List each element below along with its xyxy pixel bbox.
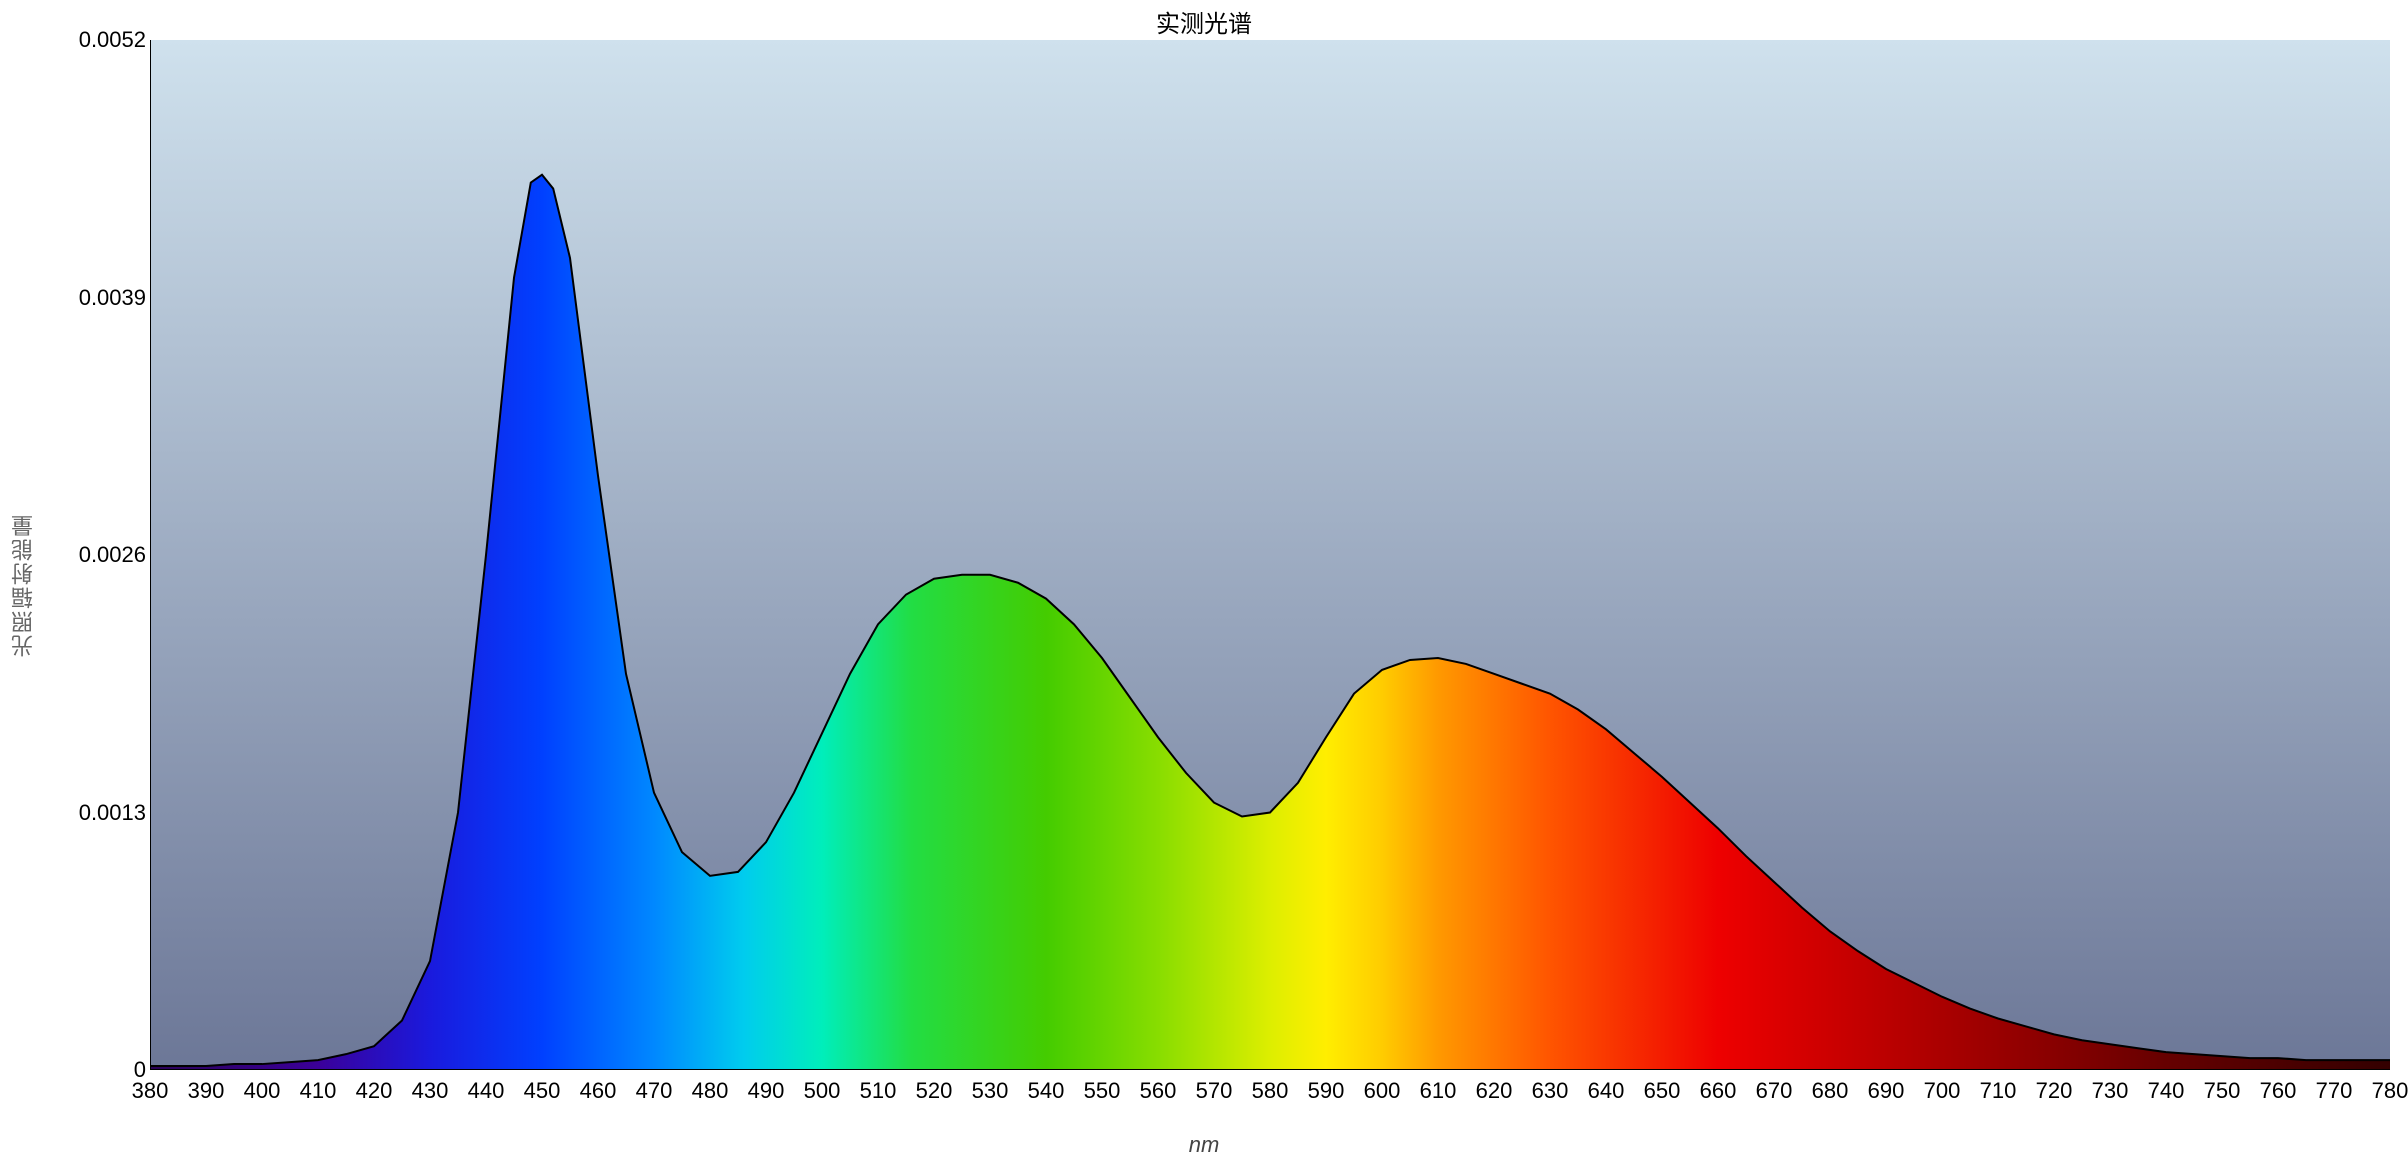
x-tick-label: 630: [1532, 1078, 1569, 1104]
plot-svg: [150, 40, 2390, 1070]
x-tick-label: 770: [2316, 1078, 2353, 1104]
x-tick-label: 580: [1252, 1078, 1289, 1104]
spectrum-chart: 实测光谱 光照辐射能量 nm 00.00130.00260.00390.0052: [0, 0, 2408, 1170]
x-tick-label: 690: [1868, 1078, 1905, 1104]
y-tick-label: 0.0013: [79, 800, 146, 826]
x-tick-label: 530: [972, 1078, 1009, 1104]
x-tick-label: 450: [524, 1078, 561, 1104]
x-tick-label: 380: [132, 1078, 169, 1104]
x-tick-label: 490: [748, 1078, 785, 1104]
x-tick-label: 570: [1196, 1078, 1233, 1104]
x-tick-label: 610: [1420, 1078, 1457, 1104]
x-tick-label: 470: [636, 1078, 673, 1104]
x-tick-label: 730: [2092, 1078, 2129, 1104]
x-tick-label: 560: [1140, 1078, 1177, 1104]
x-tick-label: 430: [412, 1078, 449, 1104]
y-tick-label: 0.0039: [79, 285, 146, 311]
x-tick-label: 670: [1756, 1078, 1793, 1104]
x-tick-label: 760: [2260, 1078, 2297, 1104]
x-axis-label: nm: [1189, 1132, 1220, 1158]
plot-area: [150, 40, 2390, 1070]
x-tick-label: 390: [188, 1078, 225, 1104]
x-tick-label: 680: [1812, 1078, 1849, 1104]
x-tick-label: 460: [580, 1078, 617, 1104]
x-tick-label: 660: [1700, 1078, 1737, 1104]
x-tick-label: 780: [2372, 1078, 2408, 1104]
x-tick-label: 600: [1364, 1078, 1401, 1104]
x-tick-label: 520: [916, 1078, 953, 1104]
x-tick-label: 650: [1644, 1078, 1681, 1104]
x-tick-label: 510: [860, 1078, 897, 1104]
x-tick-label: 400: [244, 1078, 281, 1104]
x-tick-label: 440: [468, 1078, 505, 1104]
x-tick-label: 620: [1476, 1078, 1513, 1104]
x-tick-label: 720: [2036, 1078, 2073, 1104]
x-tick-label: 550: [1084, 1078, 1121, 1104]
x-tick-label: 640: [1588, 1078, 1625, 1104]
x-tick-label: 480: [692, 1078, 729, 1104]
y-tick-label: 0.0026: [79, 542, 146, 568]
x-tick-label: 590: [1308, 1078, 1345, 1104]
x-tick-label: 420: [356, 1078, 393, 1104]
x-tick-label: 710: [1980, 1078, 2017, 1104]
y-axis-label: 光照辐射能量: [8, 513, 40, 657]
x-tick-label: 410: [300, 1078, 337, 1104]
y-tick-label: 0.0052: [79, 27, 146, 53]
x-tick-label: 740: [2148, 1078, 2185, 1104]
x-tick-label: 540: [1028, 1078, 1065, 1104]
x-tick-label: 750: [2204, 1078, 2241, 1104]
x-tick-label: 700: [1924, 1078, 1961, 1104]
chart-title: 实测光谱: [1156, 4, 1252, 39]
x-tick-label: 500: [804, 1078, 841, 1104]
